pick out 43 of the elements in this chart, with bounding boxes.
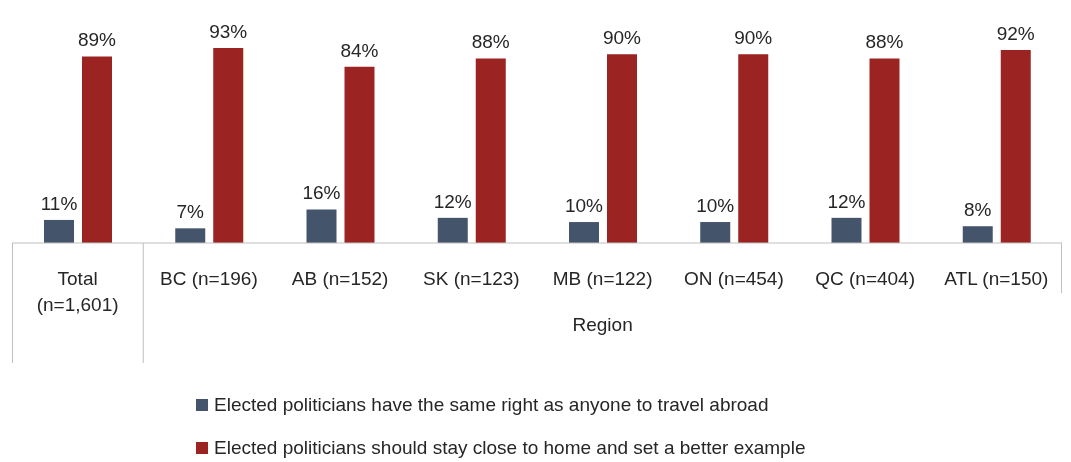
bar	[437, 217, 468, 243]
data-label: 16%	[302, 182, 341, 204]
bar	[306, 209, 337, 243]
x-tick-label: MB (n=122)	[552, 268, 653, 289]
bar	[607, 54, 637, 243]
bar	[1000, 50, 1031, 243]
data-label: 11%	[40, 192, 78, 214]
bar	[831, 217, 862, 243]
bar	[82, 56, 112, 243]
legend-label: Elected politicians have the same right as anyone to travel abroad	[214, 394, 769, 416]
x-tick-label: Total (n=1,601)	[36, 268, 119, 315]
x-tick-label: BC (n=196)	[160, 268, 258, 289]
bar	[44, 219, 74, 243]
bar	[175, 228, 206, 243]
bar	[475, 58, 506, 243]
data-label: 89%	[77, 29, 117, 51]
bar	[869, 58, 900, 243]
x-tick-label: ATL (n=150)	[944, 268, 1049, 289]
legend-label: Elected politicians should stay close to home and set a better example	[214, 437, 806, 459]
data-label: 10%	[696, 195, 735, 217]
data-label: 84%	[340, 39, 379, 61]
data-label: 90%	[734, 27, 773, 49]
bar	[569, 222, 599, 243]
data-label: 7%	[176, 201, 205, 223]
bar	[344, 66, 375, 243]
bar	[700, 222, 731, 243]
data-label: 12%	[433, 190, 472, 212]
data-label: 10%	[564, 195, 604, 217]
data-label: 12%	[827, 190, 866, 212]
data-label: 88%	[865, 31, 904, 53]
bar	[213, 48, 244, 243]
x-axis-title: Region	[572, 314, 633, 335]
data-label: 93%	[209, 21, 248, 42]
bar	[738, 54, 769, 243]
bar	[962, 226, 993, 243]
x-tick-label: QC (n=404)	[815, 268, 916, 289]
data-label: 90%	[602, 27, 642, 49]
x-tick-label: SK (n=123)	[423, 268, 520, 289]
x-tick-label: AB (n=152)	[291, 268, 389, 289]
data-label: 88%	[471, 31, 510, 53]
data-label: 92%	[996, 23, 1035, 45]
data-label: 8%	[964, 199, 992, 221]
x-tick-label: ON (n=454)	[683, 268, 784, 289]
